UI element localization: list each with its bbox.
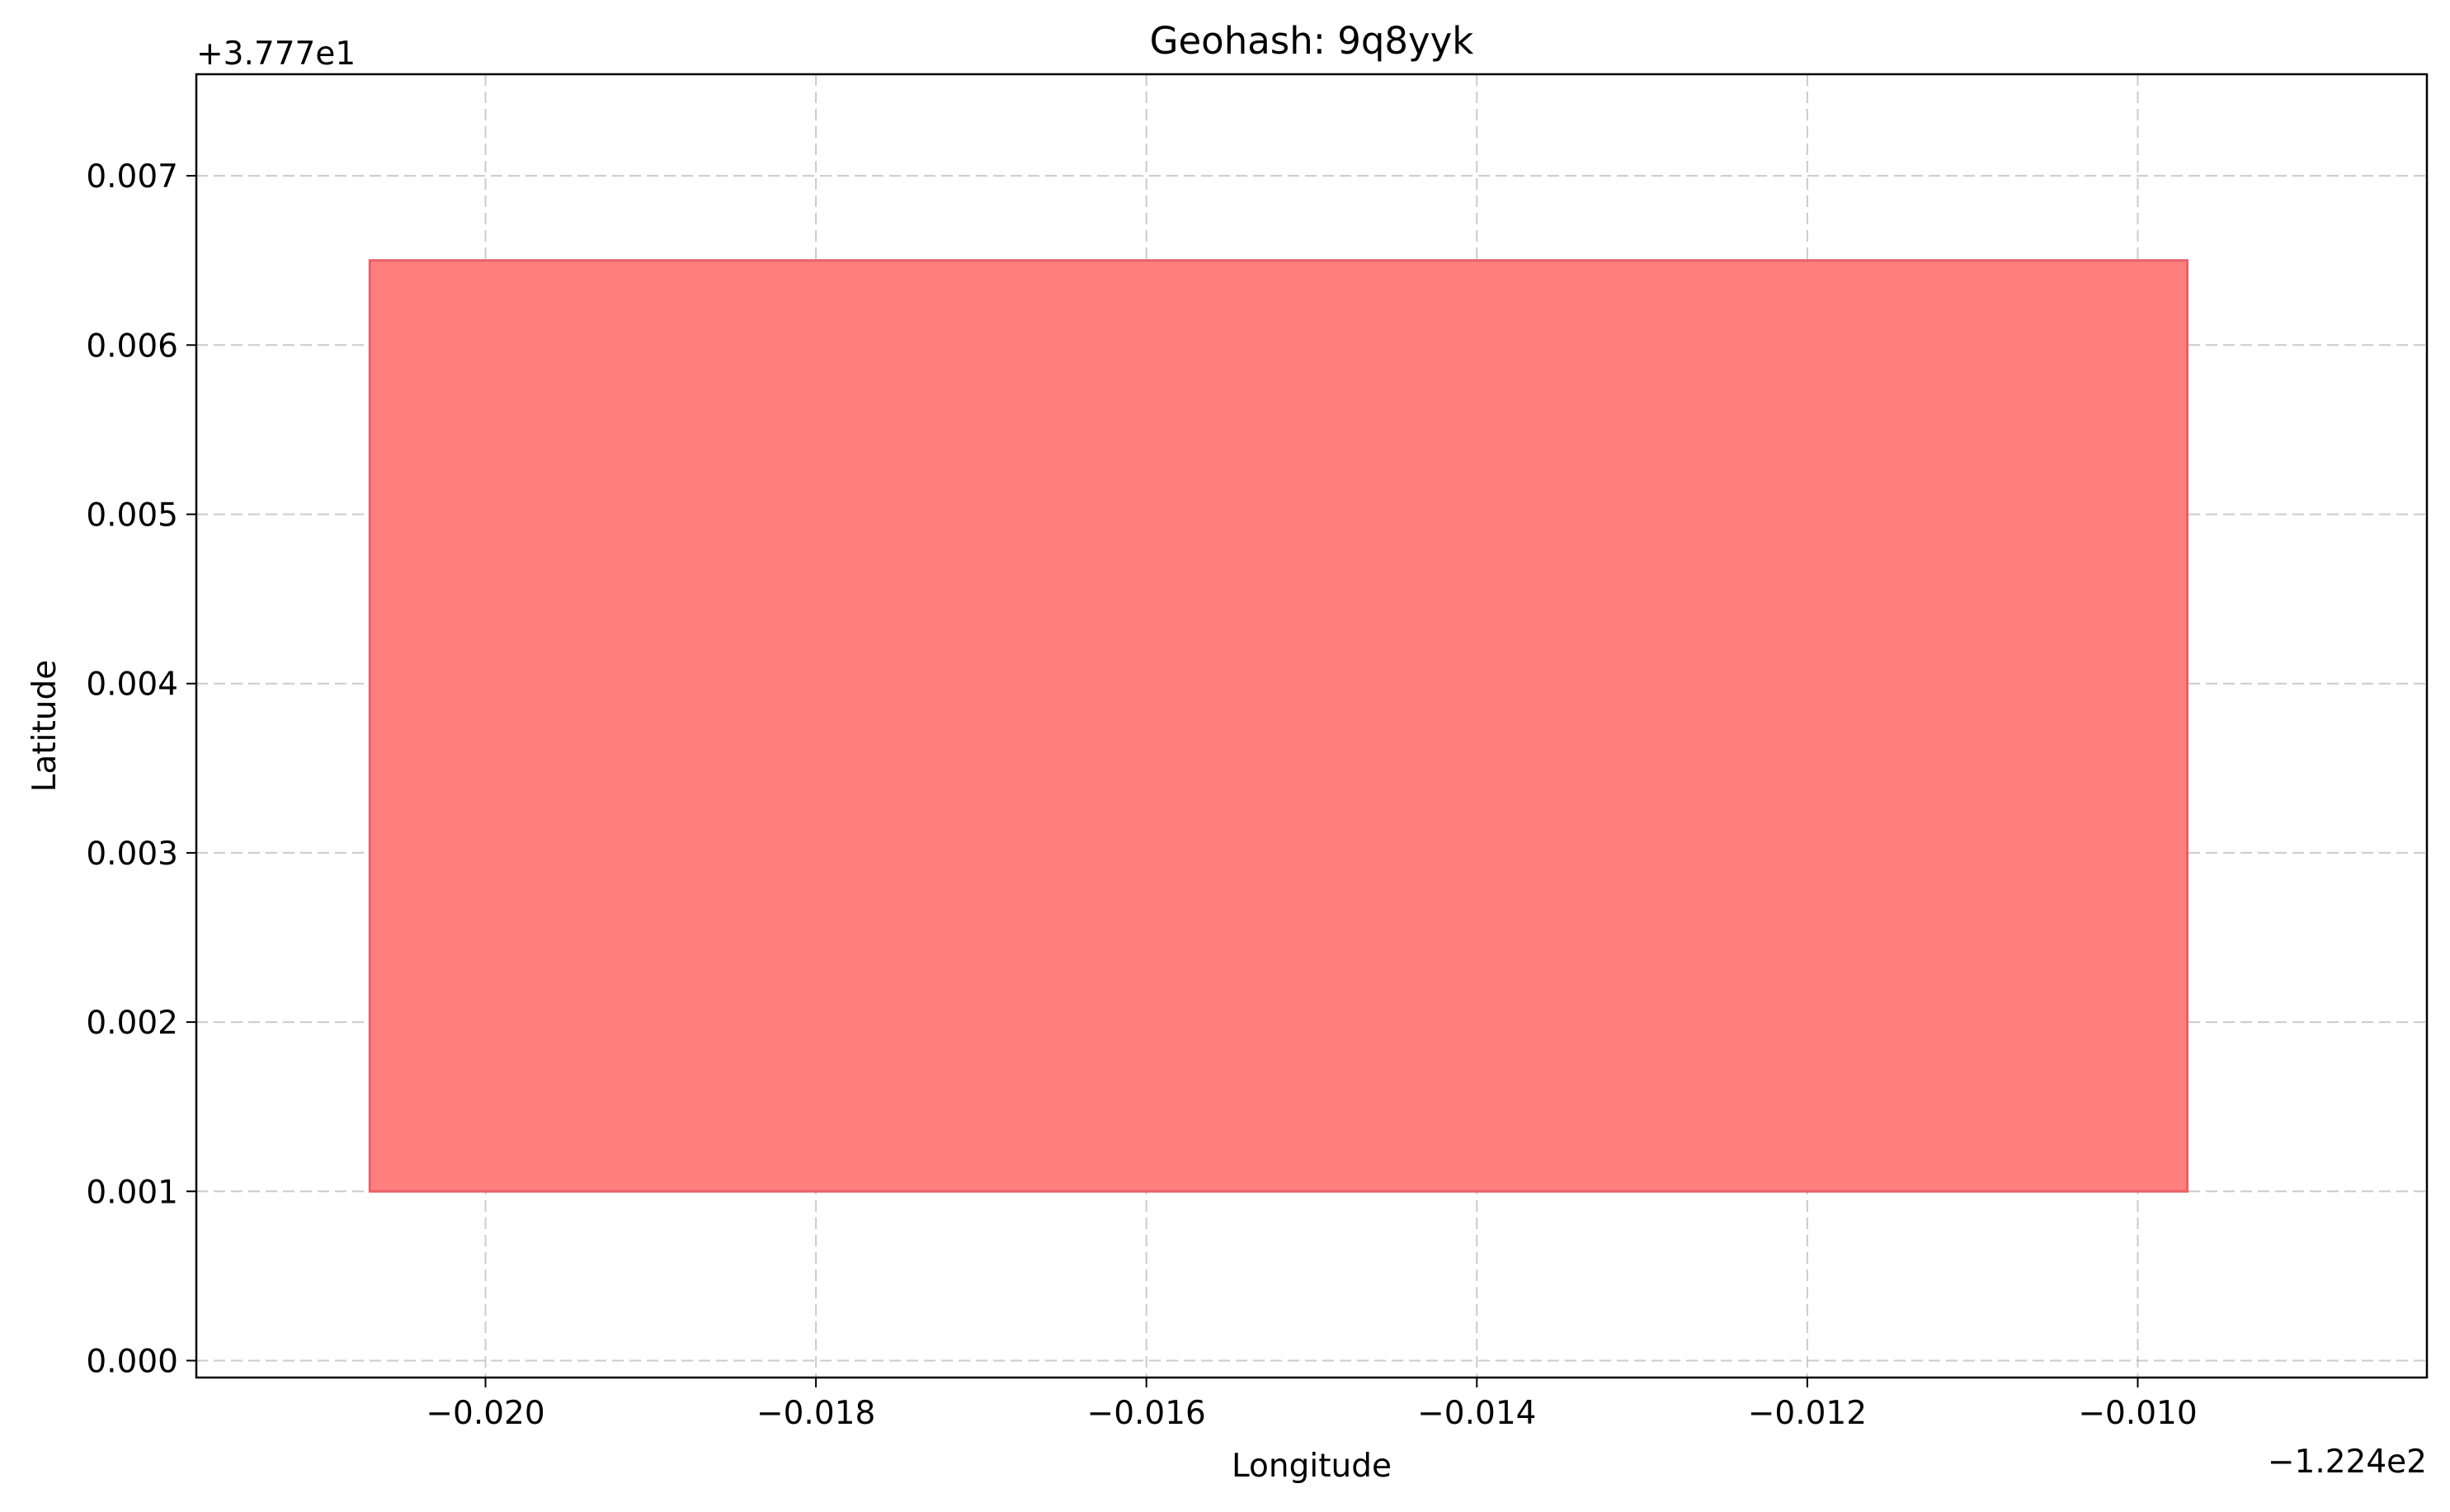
y-tick-label: 0.001 [86,1174,178,1211]
y-tick-label: 0.005 [86,497,178,535]
y-tick-label: 0.007 [86,158,178,195]
y-tick-label: 0.000 [86,1343,178,1380]
x-tick-label: −0.020 [426,1395,544,1432]
geohash-cell-rectangle [368,259,2189,1193]
x-axis-label: Longitude [1232,1448,1392,1485]
y-axis-offset-label: +3.777e1 [196,35,356,73]
y-axis-label: Latitude [26,660,64,793]
x-tick-label: −0.010 [2078,1395,2197,1432]
y-tick-label: 0.006 [86,327,178,365]
x-tick-label: −0.016 [1087,1395,1206,1432]
data-layer [368,259,2189,1193]
y-axis-ticks: 0.000 0.001 0.002 0.003 0.004 0.005 0.006 0.007 [86,158,196,1380]
x-tick-label: −0.018 [756,1395,875,1432]
y-tick-label: 0.002 [86,1005,178,1042]
x-tick-label: −0.014 [1417,1395,1536,1432]
x-tick-label: −0.012 [1748,1395,1867,1432]
y-tick-label: 0.003 [86,836,178,873]
y-tick-label: 0.004 [86,667,178,704]
plot-frame [195,73,2429,1379]
x-axis-offset-label: −1.224e2 [2268,1444,2427,1481]
chart-title: Geohash: 9q8yyk [1150,19,1474,63]
x-axis-ticks: −0.020 −0.018 −0.016 −0.014 −0.012 −0.010 [426,1378,2198,1432]
